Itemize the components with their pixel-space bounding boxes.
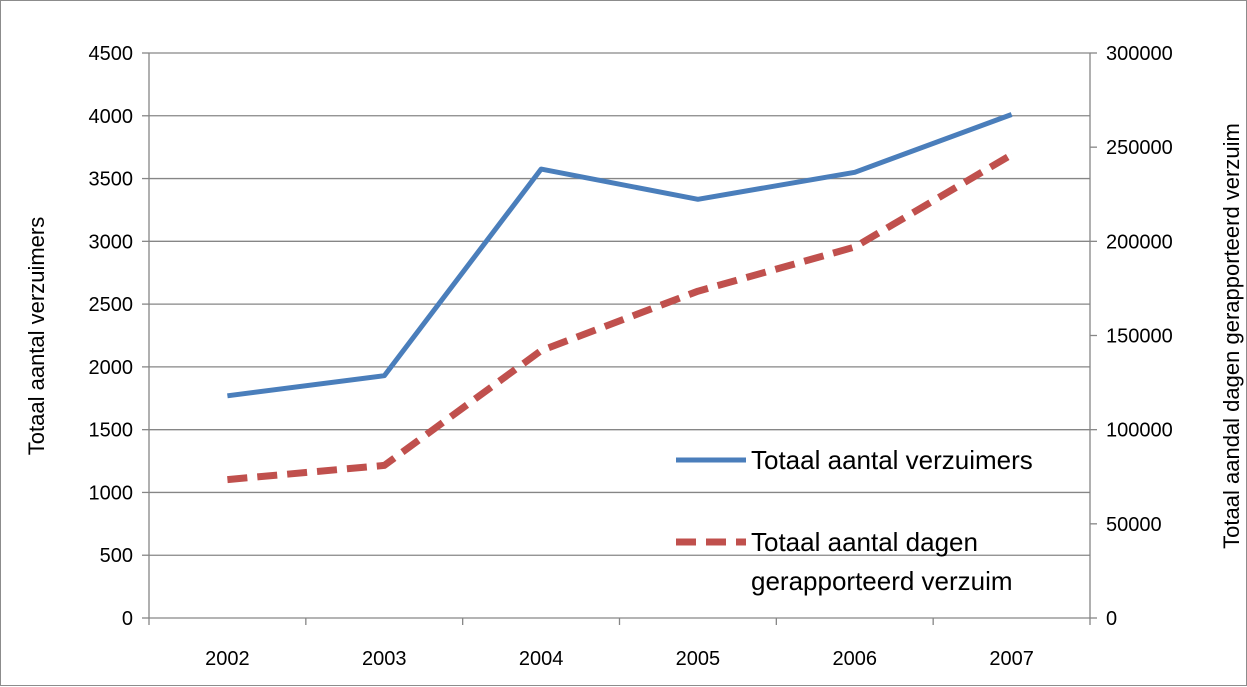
left-y-tick-label: 4000 — [89, 106, 134, 128]
left-y-tick-label: 1500 — [89, 420, 134, 442]
legend-label-verzuim-dagen-line1: Totaal aantal dagen — [751, 527, 978, 557]
x-tick-label: 2002 — [205, 648, 250, 670]
legend: Totaal aantal verzuimers Totaal aantal d… — [676, 445, 1033, 596]
right-y-tick-label: 50000 — [1106, 514, 1162, 536]
x-tick-label: 2005 — [676, 648, 721, 670]
series-lines — [227, 114, 1011, 479]
left-y-tick-label: 500 — [100, 545, 133, 567]
x-tick-label: 2006 — [833, 648, 878, 670]
right-y-tick-label: 0 — [1106, 608, 1117, 630]
left-y-tick-label: 0 — [122, 608, 133, 630]
x-tick-labels: 2002 2003 2004 2005 2006 2007 — [205, 648, 1034, 670]
series-line-verzuim-dagen — [227, 155, 1011, 480]
right-y-tick-label: 250000 — [1106, 137, 1173, 159]
legend-label-verzuim-dagen-line2: gerapporteerd verzuim — [751, 566, 1013, 596]
left-y-axis-title: Totaal aantal verzuimers — [24, 217, 49, 455]
left-y-tick-label: 1000 — [89, 482, 134, 504]
x-tick-label: 2007 — [989, 648, 1034, 670]
x-tick-label: 2003 — [362, 648, 407, 670]
left-y-tick-label: 3000 — [89, 231, 134, 253]
right-y-tick-label: 200000 — [1106, 231, 1173, 253]
right-y-tick-labels: 0 50000 100000 150000 200000 250000 300000 — [1106, 43, 1173, 630]
right-y-tick-label: 100000 — [1106, 420, 1173, 442]
left-y-tick-label: 4500 — [89, 43, 134, 65]
right-y-tick-label: 150000 — [1106, 326, 1173, 348]
x-tick-label: 2004 — [519, 648, 564, 670]
left-y-tick-label: 2500 — [89, 294, 134, 316]
right-y-tick-label: 300000 — [1106, 43, 1173, 65]
left-y-tick-label: 3500 — [89, 169, 134, 191]
left-y-tick-labels: 0 500 1000 1500 2000 2500 3000 3500 4000 4500 — [89, 43, 134, 630]
left-y-tick-label: 2000 — [89, 357, 134, 379]
series-line-verzuimers — [227, 115, 1011, 396]
right-y-axis-title: Totaal aandal dagen gerapporteerd verzui… — [1219, 123, 1244, 549]
legend-label-verzuimers: Totaal aantal verzuimers — [751, 445, 1033, 475]
gridlines — [149, 53, 1090, 555]
